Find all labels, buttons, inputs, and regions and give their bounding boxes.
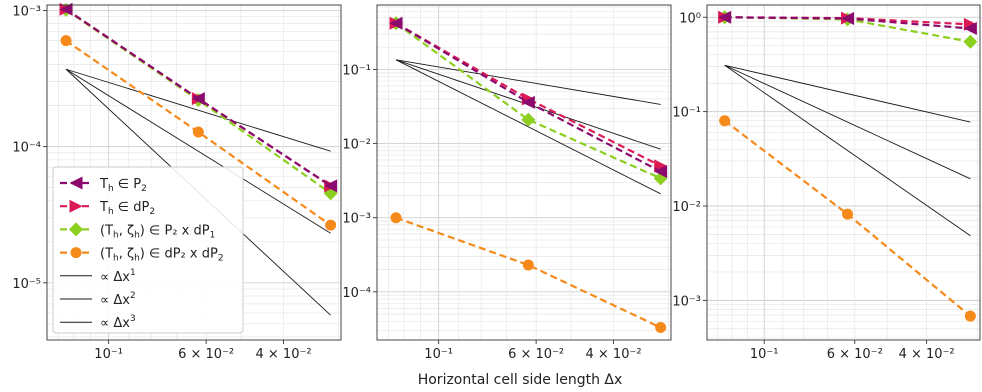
reference-line-ref1 <box>724 64 971 123</box>
data-point <box>390 212 402 224</box>
data-point <box>389 16 403 30</box>
data-point <box>842 208 854 220</box>
legend-entry-Th_P2: Th ∈ P2 <box>60 176 147 194</box>
data-point <box>654 165 668 179</box>
legend-marker <box>69 222 83 237</box>
series-Th_P2 <box>718 10 977 36</box>
data-point <box>59 2 73 16</box>
panel-2: 10⁻⁴ 10⁻³ 10⁻² 10⁻¹ 10⁻¹ 6 × 10⁻² 4 × 10⁻² <box>342 4 672 362</box>
x-tick-label: 4 × 10⁻² <box>586 347 642 362</box>
legend-label: ∝ Δx1 <box>100 268 136 285</box>
series-Th_P2 <box>59 2 338 193</box>
data-point <box>324 179 338 193</box>
x-tick-label: 10⁻¹ <box>424 347 453 362</box>
data-point <box>964 310 976 322</box>
y-tick-label: 10⁻⁴ <box>12 141 41 156</box>
y-tick-label: 10⁻³ <box>342 212 371 227</box>
y-tick-label: 10⁻⁵ <box>12 277 41 292</box>
y-tick-label: 10⁻¹ <box>342 63 371 78</box>
legend-marker <box>70 247 82 259</box>
reference-line-ref2 <box>65 68 331 234</box>
grid <box>377 5 671 340</box>
series-Th_P2 <box>389 16 668 179</box>
reference-lines <box>724 64 971 237</box>
x-tick-label: 6 × 10⁻² <box>178 347 234 362</box>
reference-line-ref1 <box>395 59 661 105</box>
legend-entry-Th_zeta_P2_dP1: (Th, ζh) ∈ P₂ x dP1 <box>60 222 215 240</box>
y-tick-label: 10⁻¹ <box>672 106 701 121</box>
reference-line-ref1 <box>65 68 331 152</box>
legend-label: Th ∈ dP2 <box>99 200 155 217</box>
y-tick-label: 10⁻² <box>342 138 371 153</box>
legend-label: ∝ Δx2 <box>100 291 136 308</box>
reference-lines <box>395 59 661 195</box>
series-Th_zeta_dP2_dP2 <box>719 115 976 322</box>
legend-label: (Th, ζh) ∈ P₂ x dP1 <box>100 223 215 240</box>
y-tick-label: 10⁻⁴ <box>342 286 371 301</box>
legend-marker <box>69 199 83 213</box>
axes-frame <box>46 4 342 341</box>
legend-label: ∝ Δx3 <box>100 314 136 331</box>
series-Th_zeta_dP2_dP2 <box>60 35 337 231</box>
x-tick-label: 10⁻¹ <box>94 347 123 362</box>
data-point <box>841 12 855 26</box>
data-point <box>719 115 731 127</box>
data-point <box>325 219 337 231</box>
legend-label: Th ∈ P2 <box>99 177 147 194</box>
series-line <box>395 216 662 329</box>
x-tick-label: 4 × 10⁻² <box>899 347 955 362</box>
y-tick-label: 10⁻² <box>672 200 701 215</box>
data-point <box>191 92 205 106</box>
x-tick-label: 10⁻¹ <box>750 347 779 362</box>
x-tick-label: 6 × 10⁻² <box>827 347 883 362</box>
x-axis-label: Horizontal cell side length Δx <box>418 372 623 388</box>
reference-line-ref3 <box>724 64 971 237</box>
axes-frame <box>706 4 981 341</box>
panel-3: 10⁻³ 10⁻² 10⁻¹ 10⁰ 10⁻¹ 6 × 10⁻² 4 × 10⁻² <box>672 4 981 362</box>
data-point <box>521 95 535 109</box>
data-point <box>192 126 204 138</box>
series-Th_zeta_dP2_dP2 <box>390 212 667 334</box>
y-tick-label: 10⁰ <box>679 11 701 26</box>
legend-entry-ref1: ∝ Δx1 <box>60 268 136 285</box>
x-tick-label: 6 × 10⁻² <box>508 347 564 362</box>
legend-label: (Th, ζh) ∈ dP₂ x dP2 <box>100 247 224 264</box>
data-point <box>963 22 977 36</box>
data-point <box>655 322 667 334</box>
data-point <box>963 34 978 49</box>
data-point <box>718 10 732 24</box>
legend-entry-ref3: ∝ Δx3 <box>60 314 136 331</box>
data-point <box>60 35 72 47</box>
y-tick-label: 10⁻³ <box>672 294 701 309</box>
legend-box <box>52 166 244 334</box>
series-line <box>395 22 662 167</box>
y-tick-label: 10⁻³ <box>12 4 41 19</box>
legend: Th ∈ P2 Th ∈ dP2 (Th, ζh) ∈ P₂ x dP1 (Th, ζ… <box>52 166 244 334</box>
axes-frame <box>376 4 672 341</box>
data-point <box>521 112 536 127</box>
legend-entry-Th_zeta_dP2_dP2: (Th, ζh) ∈ dP₂ x dP2 <box>60 247 224 264</box>
x-tick-label: 4 × 10⁻² <box>256 347 312 362</box>
reference-line-ref3 <box>395 59 661 195</box>
legend-entry-Th_dP2: Th ∈ dP2 <box>60 199 155 217</box>
grid <box>707 5 980 340</box>
reference-line-ref2 <box>724 64 971 180</box>
series-Th_dP2 <box>389 16 668 173</box>
legend-marker <box>69 176 83 190</box>
legend-entry-ref2: ∝ Δx2 <box>60 291 136 308</box>
data-point <box>522 259 534 271</box>
